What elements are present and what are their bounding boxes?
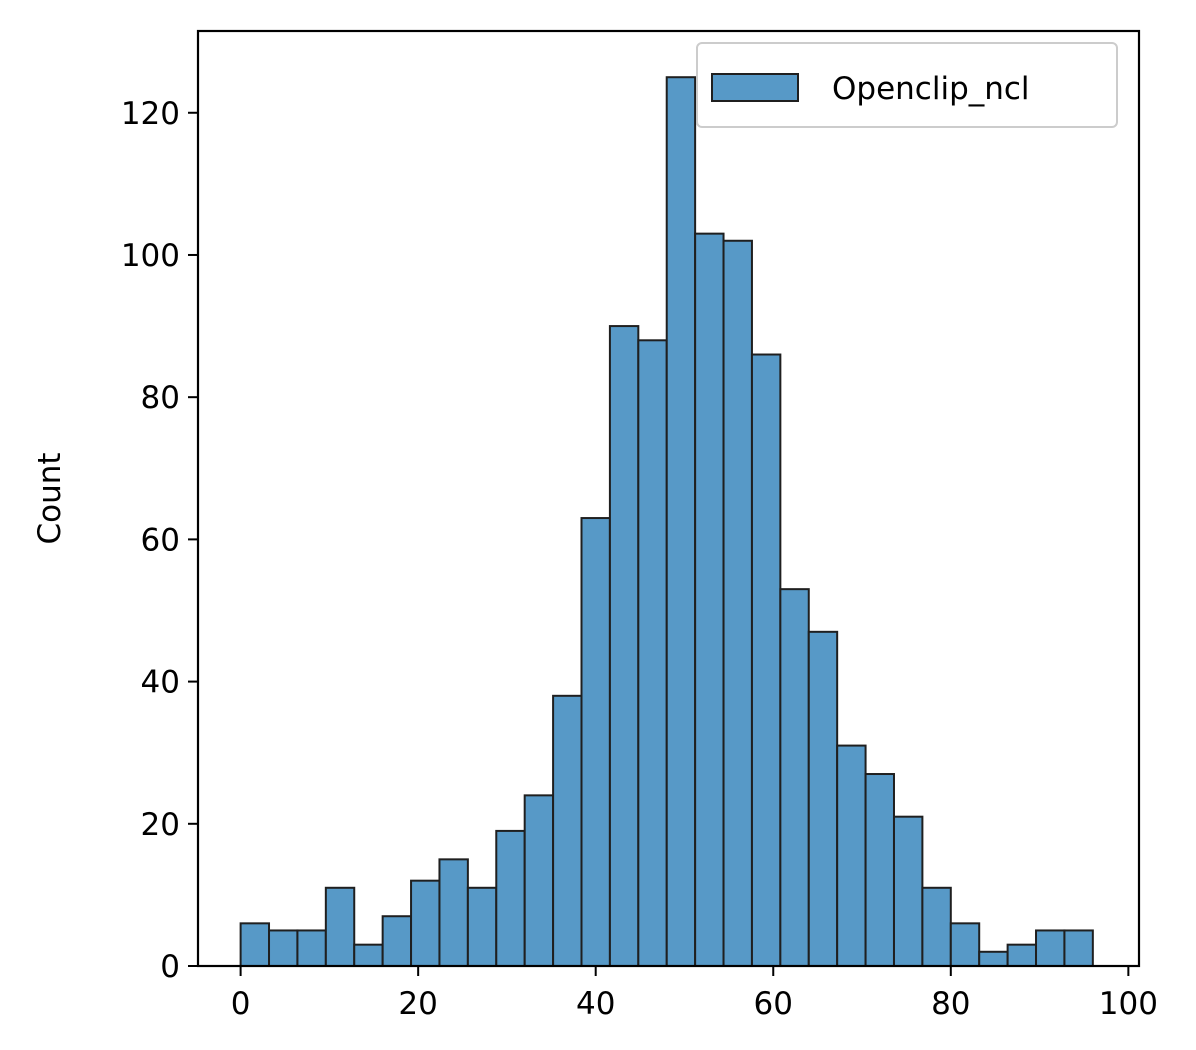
- histogram-bar: [836, 744, 867, 967]
- histogram-bar: [239, 922, 271, 967]
- histogram-bar: [921, 886, 952, 967]
- histogram-bar: [353, 943, 384, 967]
- histogram-bar: [949, 922, 981, 967]
- histogram-bar: [438, 858, 469, 967]
- x-tick-label: 20: [398, 986, 437, 1022]
- y-tick-label: 100: [121, 238, 180, 274]
- histogram-bar: [495, 829, 526, 968]
- histogram-bar: [552, 694, 583, 967]
- y-tick-label: 120: [121, 96, 180, 132]
- histogram-bar: [466, 886, 498, 967]
- x-tick-label: 0: [231, 986, 251, 1022]
- x-axis-ticks: 0 20 40 60 80 100: [231, 966, 1158, 1022]
- histogram-bar: [807, 630, 839, 967]
- histogram-bar: [978, 950, 1009, 968]
- histogram-bar: [637, 339, 668, 967]
- histogram-bar: [779, 588, 810, 967]
- legend-box: [696, 42, 1118, 128]
- histogram-bar: [864, 773, 895, 968]
- histogram-bar: [1035, 929, 1066, 967]
- histogram-bar: [722, 239, 753, 967]
- y-axis-ticks: 0 20 40 60 80 100 120: [121, 96, 198, 985]
- histogram-bar: [892, 815, 924, 967]
- plot-frame: [196, 29, 1141, 968]
- y-tick-label: 20: [141, 807, 180, 843]
- histogram-bar: [324, 886, 356, 967]
- x-tick-label: 80: [931, 986, 970, 1022]
- histogram-bar: [410, 879, 441, 968]
- x-tick-label: 40: [576, 986, 615, 1022]
- legend: Openclip_ncl: [696, 42, 1118, 128]
- histogram-bar: [694, 232, 725, 967]
- x-tick-label: 100: [1099, 986, 1158, 1022]
- y-tick-label: 80: [141, 380, 180, 416]
- y-tick-label: 60: [141, 522, 180, 558]
- histogram-bar: [1063, 929, 1094, 967]
- histogram-bar: [268, 929, 299, 967]
- legend-label-openclip-ncl: Openclip_ncl: [832, 71, 1030, 107]
- y-tick-label: 0: [160, 949, 180, 985]
- x-tick-label: 60: [754, 986, 793, 1022]
- y-tick-label: 40: [141, 665, 180, 701]
- bars-group: [239, 76, 1094, 968]
- y-axis-label: Count: [32, 452, 68, 544]
- histogram-bar: [296, 929, 327, 967]
- histogram-bar: [608, 325, 640, 967]
- histogram-bar: [523, 794, 555, 968]
- histogram-bar: [1006, 943, 1038, 967]
- histogram-bar: [750, 353, 782, 968]
- histogram-bar: [580, 517, 611, 967]
- histogram-bar: [381, 915, 413, 968]
- histogram-bar: [665, 76, 697, 967]
- legend-swatch: [711, 73, 799, 102]
